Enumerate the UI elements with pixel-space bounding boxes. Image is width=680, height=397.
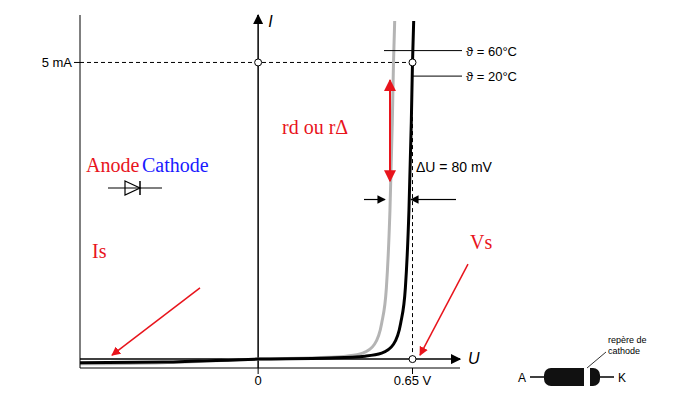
svg-text:ϑ = 20°C: ϑ = 20°C [466, 69, 517, 84]
svg-text:ϑ = 60°C: ϑ = 60°C [466, 44, 517, 59]
svg-text:I: I [268, 13, 273, 30]
svg-text:A: A [518, 371, 526, 385]
svg-text:Anode: Anode [86, 154, 139, 176]
svg-text:U: U [468, 350, 480, 367]
svg-text:5 mA: 5 mA [42, 55, 73, 70]
svg-text:ΔU = 80 mV: ΔU = 80 mV [416, 159, 493, 175]
svg-text:repère de: repère de [608, 335, 647, 345]
svg-text:0.65 V: 0.65 V [394, 373, 432, 388]
svg-text:Is: Is [92, 240, 107, 262]
svg-text:K: K [618, 371, 626, 385]
svg-text:rd ou rΔ: rd ou rΔ [282, 116, 348, 138]
svg-text:Cathode: Cathode [142, 154, 209, 176]
svg-text:cathode: cathode [608, 346, 640, 356]
svg-text:Vs: Vs [470, 231, 492, 253]
svg-text:0: 0 [255, 373, 262, 388]
